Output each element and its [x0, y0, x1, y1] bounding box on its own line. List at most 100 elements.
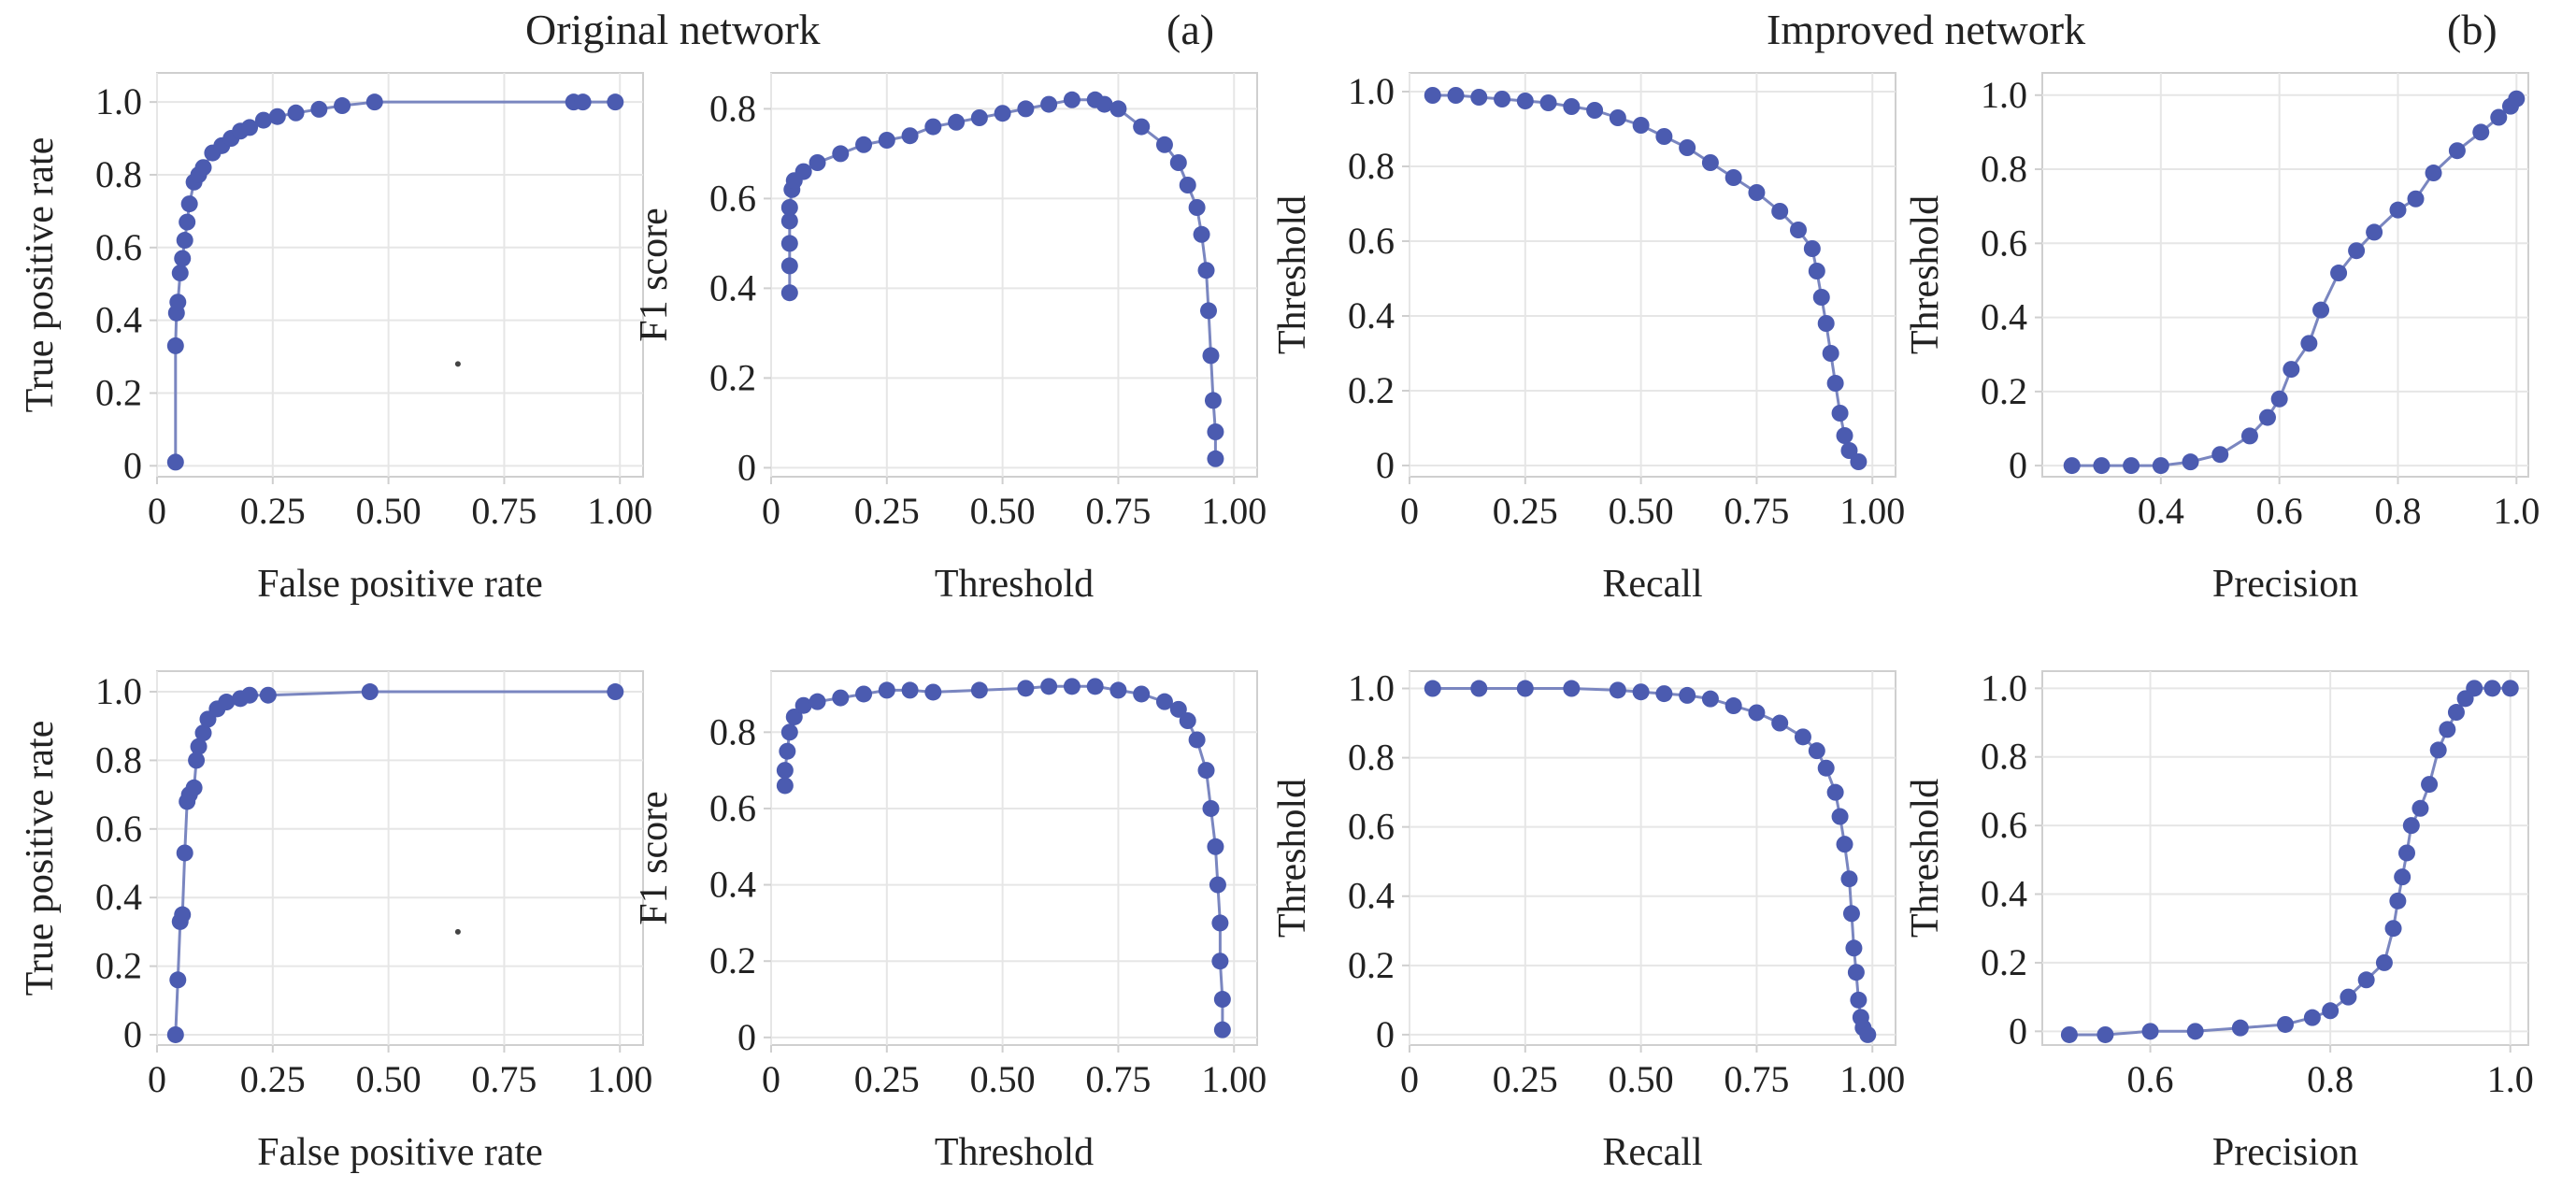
- x-axis-label: False positive rate: [257, 563, 543, 606]
- data-point: [1609, 681, 1626, 699]
- data-point: [174, 250, 192, 267]
- tick-label-y: 1.0: [95, 670, 142, 712]
- data-point: [2141, 1023, 2159, 1040]
- data-point: [365, 93, 383, 111]
- data-point: [1202, 347, 1220, 365]
- data-point: [218, 694, 236, 711]
- data-point: [1748, 704, 1766, 722]
- tick-label-x: 0.6: [2256, 490, 2303, 532]
- data-point: [1470, 680, 1488, 697]
- data-point: [1207, 450, 1224, 467]
- tick-label-y: 0: [1376, 1013, 1395, 1055]
- tick-label-x: 0.6: [2127, 1058, 2174, 1100]
- data-point: [2093, 457, 2111, 475]
- data-point: [2483, 680, 2501, 697]
- data-point: [334, 97, 351, 115]
- data-point: [2384, 920, 2402, 938]
- data-point: [1632, 683, 1650, 701]
- data-point: [1447, 87, 1465, 104]
- data-point: [2447, 704, 2465, 722]
- tick-label-y: 0.2: [95, 371, 142, 413]
- data-point: [190, 738, 208, 755]
- data-point: [166, 337, 184, 354]
- data-point: [1207, 423, 1224, 440]
- tick-label-x: 0.50: [356, 1058, 422, 1100]
- data-point: [2283, 361, 2300, 379]
- data-point: [1836, 427, 1853, 444]
- x-axis-label: Threshold: [935, 563, 1094, 606]
- data-point: [174, 906, 192, 924]
- data-point: [169, 294, 187, 311]
- data-point: [1017, 680, 1035, 697]
- data-point: [1632, 117, 1650, 134]
- data-point: [171, 265, 189, 282]
- chart-orig-precision: 0.4 0.6 0.8 1.0 0 0.2 0.4 0.6 0.8 1.0 Precision Thr…: [1904, 72, 2540, 606]
- stray-dot: [454, 361, 461, 367]
- tick-label-x: 0.75: [471, 1058, 537, 1100]
- tick-label-y: 0: [737, 1016, 756, 1058]
- data-point: [1133, 685, 1151, 703]
- data-point: [1850, 453, 1868, 470]
- data-point: [287, 104, 305, 122]
- tick-label-x: 0.25: [1493, 490, 1558, 532]
- tick-label-y: 0.4: [95, 876, 142, 918]
- chart-imp-precision: 0.6 0.8 1.0 0 0.2 0.4 0.6 0.8 1.0 Precision Thresh…: [1904, 666, 2534, 1174]
- tick-label-y: 0: [123, 1013, 142, 1055]
- tick-label-y: 0: [737, 446, 756, 488]
- data-point: [1836, 836, 1853, 853]
- data-point: [1109, 681, 1127, 699]
- y-axis-label: True positive rate: [19, 721, 62, 996]
- data-point: [241, 119, 259, 136]
- data-point: [2421, 776, 2439, 794]
- tick-label-x: 1.00: [587, 490, 652, 532]
- data-point: [832, 145, 850, 163]
- data-point: [1040, 678, 1058, 695]
- data-point: [2508, 90, 2526, 107]
- tick-label-x: 0.75: [1724, 490, 1789, 532]
- data-point: [2063, 457, 2081, 475]
- tick-label-y: 0.4: [95, 299, 142, 341]
- tick-label-y: 0: [2009, 1010, 2027, 1052]
- tick-label-y: 0.8: [1348, 145, 1395, 187]
- chart-orig-roc: 0 0.25 0.50 0.75 1.00 0 0.2 0.4 0.6 0.8 1.0 False p…: [19, 72, 652, 606]
- data-point: [2240, 427, 2258, 445]
- data-point: [878, 132, 895, 149]
- x-axis-label: False positive rate: [257, 1131, 543, 1174]
- tick-label-y: 0.8: [1981, 148, 2027, 190]
- data-point: [1213, 991, 1231, 1009]
- header-improved-network: Improved network: [1767, 6, 2086, 53]
- tick-label-x: 1.0: [2493, 490, 2540, 532]
- data-point: [2348, 242, 2366, 260]
- data-point: [994, 105, 1011, 122]
- tick-label-x: 1.00: [1839, 490, 1905, 532]
- data-point: [2466, 680, 2483, 697]
- data-point: [780, 212, 798, 230]
- data-point: [1826, 375, 1844, 392]
- data-point: [1179, 177, 1196, 193]
- data-point: [1609, 109, 1626, 126]
- data-point: [180, 195, 198, 213]
- data-point: [1133, 118, 1151, 136]
- data-point: [1808, 742, 1825, 760]
- y-axis-label: Threshold: [1904, 779, 1947, 938]
- data-point: [901, 127, 919, 145]
- data-point: [2375, 953, 2393, 971]
- tick-label-y: 0.6: [1348, 220, 1395, 262]
- tick-label-y: 0.2: [709, 939, 756, 981]
- data-point: [1188, 731, 1206, 749]
- data-point: [780, 723, 798, 741]
- data-point: [1840, 870, 1858, 888]
- tick-label-x: 0.75: [1085, 490, 1151, 532]
- data-point: [166, 453, 184, 471]
- tick-label-x: 1.00: [1201, 1058, 1267, 1100]
- data-point: [948, 113, 966, 131]
- data-point: [1209, 876, 1226, 894]
- stray-dot: [454, 928, 461, 935]
- tick-label-y: 0.6: [95, 808, 142, 850]
- tick-label-y: 0.2: [1981, 370, 2027, 412]
- data-point: [1771, 714, 1789, 732]
- tick-label-y: 0: [2009, 444, 2027, 486]
- data-point: [1845, 939, 1863, 957]
- data-point: [809, 154, 826, 171]
- data-point: [1169, 700, 1187, 718]
